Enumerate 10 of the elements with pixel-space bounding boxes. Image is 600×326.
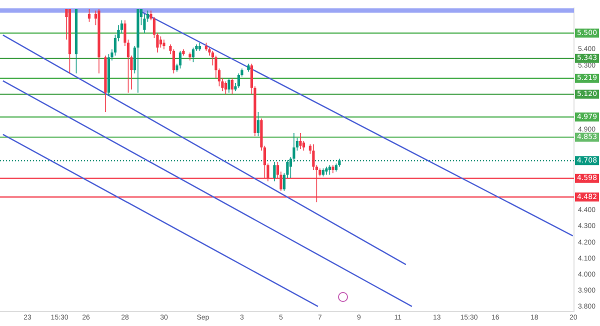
candlestick bbox=[230, 78, 234, 95]
candlestick bbox=[228, 78, 230, 94]
candlestick bbox=[172, 48, 176, 74]
candlestick bbox=[299, 132, 302, 150]
candlestick bbox=[192, 47, 195, 63]
candlestick bbox=[328, 164, 331, 176]
candlestick bbox=[256, 112, 260, 137]
candlestick bbox=[143, 13, 146, 34]
candlestick bbox=[224, 81, 227, 95]
candlestick bbox=[237, 72, 240, 88]
